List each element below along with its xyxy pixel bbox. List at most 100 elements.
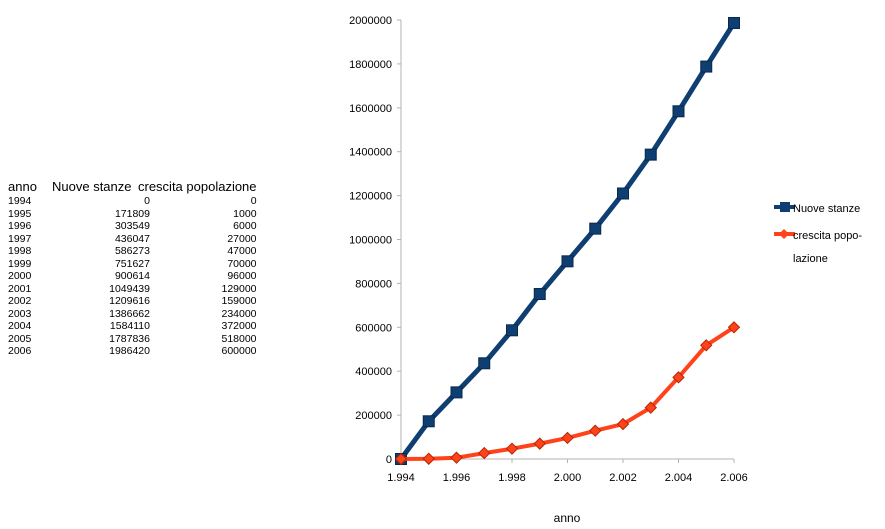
- y-tick-label: 1800000: [349, 59, 392, 71]
- y-tick-label: 2000000: [349, 15, 392, 27]
- legend: Nuove stanze crescita popo-lazione: [774, 202, 862, 265]
- table-row: 2006 1986420 600000: [8, 345, 257, 358]
- y-axis: 0 200000 400000 600000 800000 1000000 1200000 1…: [349, 15, 402, 466]
- legend-label-nuove-stanze: Nuove stanze: [793, 203, 860, 215]
- cell-crescita-popolazione: 6000: [233, 220, 257, 232]
- y-tick-label: 200000: [355, 410, 392, 422]
- x-tick-label: 2.006: [720, 472, 748, 484]
- cell-anno: 1994: [8, 195, 32, 207]
- data-point-nuove-stanze: [422, 415, 435, 428]
- legend-label-crescita-popolazione-line1: crescita popo-: [793, 230, 862, 242]
- cell-crescita-popolazione: 600000: [221, 345, 257, 357]
- cell-nuove-stanze: 1986420: [109, 345, 150, 357]
- cell-anno: 2003: [8, 307, 32, 320]
- data-point-nuove-stanze: [644, 148, 657, 161]
- header-nuove-stanze: Nuove stanze: [52, 178, 150, 195]
- table-row: 1994 0 0: [8, 195, 257, 208]
- cell-crescita-popolazione: 159000: [221, 295, 257, 307]
- cell-crescita-popolazione: 0: [250, 195, 257, 207]
- data-point-crescita-popolazione: [672, 371, 685, 384]
- data-point-crescita-popolazione: [616, 417, 630, 431]
- cell-anno: 1996: [8, 220, 32, 232]
- table-header-row: anno Nuove stanze crescita popolazione: [8, 178, 257, 195]
- legend-marker-nuove-stanze: [780, 202, 790, 212]
- table-row: 2004 1584110 372000: [8, 320, 257, 333]
- cell-nuove-stanze: 1049439: [109, 282, 150, 295]
- table-row: 2003 1386662 234000: [8, 308, 257, 321]
- y-tick-label: 0: [386, 454, 392, 466]
- cell-anno: 2005: [8, 332, 32, 345]
- table-row: 1997 436047 27000: [8, 233, 257, 246]
- table-row: 2000 900614 96000: [8, 270, 257, 283]
- cell-crescita-popolazione: 1000: [233, 207, 257, 220]
- series-layer: [394, 16, 741, 466]
- data-point-crescita-popolazione: [533, 437, 546, 450]
- x-tick-label: 2.004: [665, 472, 693, 484]
- cell-crescita-popolazione: 372000: [221, 320, 257, 332]
- y-tick-label: 1400000: [349, 147, 392, 159]
- data-point-crescita-popolazione: [505, 442, 519, 455]
- x-tick-label: 1.998: [498, 472, 526, 484]
- data-point-nuove-stanze: [617, 187, 629, 200]
- data-point-crescita-popolazione: [644, 401, 657, 414]
- y-tick-label: 800000: [355, 278, 392, 290]
- data-point-crescita-popolazione: [422, 452, 435, 465]
- x-tick-label: 1.996: [443, 472, 471, 484]
- cell-anno: 2001: [8, 282, 32, 295]
- data-point-crescita-popolazione: [700, 339, 713, 352]
- header-crescita-popolazione: crescita popolazione: [138, 178, 257, 195]
- table-body: 1994 0 0 1995 171809 1000 1996 303549 6000 1997 43…: [8, 195, 257, 358]
- cell-anno: 2004: [8, 320, 32, 332]
- table-row: 1995 171809 1000: [8, 208, 257, 221]
- cell-nuove-stanze: 900614: [114, 270, 150, 282]
- cell-nuove-stanze: 0: [144, 195, 150, 207]
- cell-nuove-stanze: 1209616: [109, 295, 150, 307]
- table-row: 1998 586273 47000: [8, 245, 257, 258]
- y-tick-label: 600000: [355, 322, 392, 334]
- table-row: 2002 1209616 159000: [8, 295, 257, 308]
- data-point-crescita-popolazione: [589, 424, 602, 437]
- cell-nuove-stanze: 303549: [114, 220, 150, 232]
- cell-nuove-stanze: 1386662: [109, 307, 150, 320]
- cell-nuove-stanze: 1787836: [109, 332, 150, 345]
- x-axis: 1.994 1.996 1.998 2.000 2.002 2.004 2.006: [387, 458, 748, 484]
- legend-marker-crescita-popolazione: [779, 229, 789, 239]
- cell-crescita-popolazione: 234000: [221, 307, 257, 320]
- data-table: anno Nuove stanze crescita popolazione 1…: [8, 178, 257, 358]
- cell-crescita-popolazione: 27000: [227, 232, 257, 245]
- table-row: 2001 1049439 129000: [8, 283, 257, 296]
- cell-anno: 1997: [8, 232, 32, 245]
- cell-crescita-popolazione: 70000: [227, 257, 257, 270]
- table-row: 1999 751627 70000: [8, 258, 257, 271]
- x-tick-label: 2.000: [554, 472, 582, 484]
- x-tick-label: 2.002: [609, 472, 637, 484]
- cell-anno: 2002: [8, 295, 32, 307]
- data-point-crescita-popolazione: [727, 321, 741, 334]
- table-row: 1996 303549 6000: [8, 220, 257, 233]
- y-tick-label: 1200000: [349, 191, 392, 203]
- cell-anno: 1998: [8, 245, 32, 257]
- data-point-nuove-stanze: [700, 60, 713, 73]
- cell-crescita-popolazione: 518000: [221, 332, 257, 345]
- data-point-nuove-stanze: [533, 288, 546, 301]
- y-tick-label: 400000: [355, 366, 392, 378]
- cell-anno: 2000: [8, 270, 32, 282]
- data-point-nuove-stanze: [561, 255, 574, 268]
- cell-nuove-stanze: 436047: [114, 232, 150, 245]
- data-point-nuove-stanze: [589, 222, 602, 235]
- cell-anno: 2006: [8, 345, 32, 357]
- data-point-nuove-stanze: [506, 324, 518, 337]
- cell-crescita-popolazione: 129000: [221, 282, 257, 295]
- cell-anno: 1995: [8, 207, 32, 220]
- y-tick-label: 1600000: [349, 103, 392, 115]
- data-point-crescita-popolazione: [561, 431, 574, 445]
- legend-label-crescita-popolazione-line2: lazione: [793, 253, 828, 265]
- y-tick-label: 1000000: [349, 235, 392, 247]
- x-tick-label: 1.994: [387, 472, 415, 484]
- data-point-nuove-stanze: [672, 105, 685, 118]
- x-axis-title: anno: [554, 511, 581, 525]
- table-row: 2005 1787836 518000: [8, 333, 257, 346]
- cell-anno: 1999: [8, 257, 32, 270]
- data-point-crescita-popolazione: [478, 446, 491, 460]
